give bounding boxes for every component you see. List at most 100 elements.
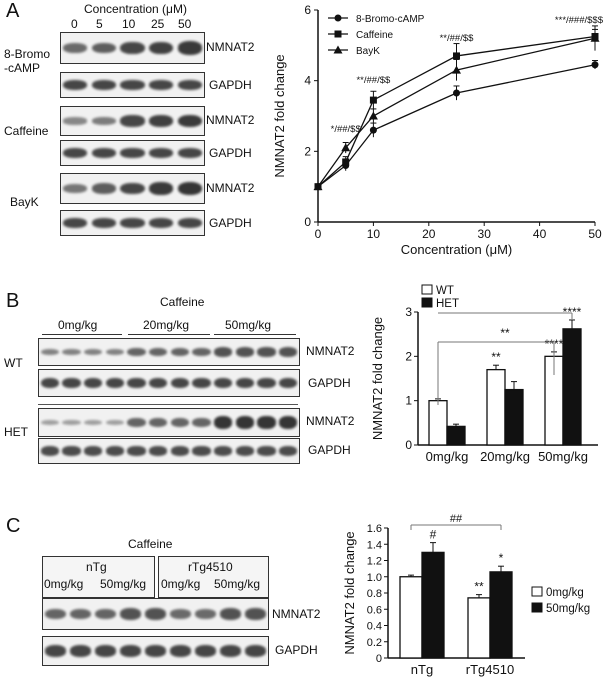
blot-c-dose-1: 0mg/kg <box>44 577 84 591</box>
blot-band <box>214 377 233 389</box>
blot-b-row-3 <box>38 408 300 437</box>
blot-band <box>84 377 103 389</box>
blot-band <box>120 645 141 657</box>
blot-band <box>84 348 103 356</box>
blot-band <box>120 41 145 55</box>
bar <box>486 368 506 446</box>
legend-marker <box>334 30 342 38</box>
blot-band <box>91 218 116 228</box>
blot-a-label-nmnat2-1: NMNAT2 <box>206 40 255 54</box>
y-tick-label: 0 <box>376 653 382 665</box>
y-tick-label: 1.4 <box>367 539 382 551</box>
blot-band <box>105 377 124 389</box>
blot-band <box>149 80 174 90</box>
blot-band <box>91 148 116 158</box>
y-axis-label: NMNAT2 fold change <box>272 54 287 177</box>
blot-band <box>257 347 276 357</box>
blot-a-row-3 <box>60 106 205 136</box>
blot-a-row-2 <box>60 72 205 98</box>
blot-b-dose-20: 20mg/kg <box>143 318 190 332</box>
legend-marker <box>334 14 342 22</box>
blot-band <box>62 446 81 456</box>
blot-band <box>214 347 233 357</box>
blot-c-genotype-box-rtg <box>158 556 269 598</box>
data-point <box>341 143 351 152</box>
data-point <box>453 52 460 60</box>
x-tick-label: 20 <box>422 227 436 241</box>
y-tick-label: 0 <box>304 215 311 229</box>
blot-b-label-gapdh-wt: GAPDH <box>308 376 351 390</box>
blot-a-label-gapdh-2: GAPDH <box>209 146 252 160</box>
blot-b-label-gapdh-het: GAPDH <box>308 443 351 457</box>
blot-b-row-4 <box>38 438 300 464</box>
blot-band <box>149 115 174 127</box>
blot-band <box>235 347 254 357</box>
blot-band <box>177 148 202 158</box>
data-point <box>368 111 378 120</box>
bar <box>467 597 491 659</box>
blot-band <box>192 347 211 357</box>
blot-band <box>45 608 66 620</box>
annotation: **/##/$$ <box>356 75 391 86</box>
data-point <box>590 33 600 42</box>
blot-band <box>149 41 174 55</box>
y-tick-label: 0.4 <box>367 621 382 633</box>
x-tick-label: 10 <box>367 227 381 241</box>
x-tick-label: rTg4510 <box>466 662 514 677</box>
legend-label: WT <box>436 285 454 297</box>
blot-b-title: Caffeine <box>160 295 205 309</box>
blot-band <box>279 446 298 456</box>
legend-label: Caffeine <box>356 30 394 41</box>
blot-c-genotype-rtg: rTg4510 <box>188 560 233 574</box>
blot-band <box>70 645 91 657</box>
blot-band <box>145 645 166 657</box>
blot-band <box>127 446 146 456</box>
y-tick-label: 3 <box>405 305 412 319</box>
blot-band <box>220 645 241 657</box>
chart-b: 0 1 2 3 NMNAT2 fold change 0mg/kg 20mg/kg ** 50m… <box>370 284 598 464</box>
blot-band <box>105 446 124 456</box>
blot-c-dose-3: 0mg/kg <box>161 577 201 591</box>
blot-band <box>170 446 189 456</box>
blot-c-dose-4: 50mg/kg <box>214 577 261 591</box>
chart-a: 0 10 20 30 40 50 0 2 4 6 Concentration (μM) NMNAT2 … <box>272 3 604 257</box>
blot-band <box>95 608 116 620</box>
blot-a-label-gapdh-1: GAPDH <box>209 78 252 92</box>
blot-band <box>62 348 81 356</box>
blot-band <box>91 117 116 125</box>
blot-band <box>40 377 59 389</box>
blot-band <box>235 377 254 389</box>
blot-band <box>95 645 116 657</box>
y-tick-label: 0.6 <box>367 604 382 616</box>
blot-band <box>63 148 88 158</box>
significance-label: * <box>499 551 504 565</box>
blot-band <box>91 42 116 54</box>
annotation: **/##/$$ <box>440 33 475 44</box>
blot-band <box>70 608 91 620</box>
legend-swatch-0mgkg <box>531 586 543 597</box>
blot-a-label-nmnat2-2: NMNAT2 <box>206 113 255 127</box>
y-tick-label: 1.0 <box>367 572 382 584</box>
blot-band <box>63 80 88 90</box>
legend-label: BayK <box>356 46 380 57</box>
legend-label: 0mg/kg <box>546 587 584 599</box>
significance-label: # <box>430 528 437 542</box>
blot-band <box>195 645 216 657</box>
legend-marker <box>333 45 343 54</box>
blot-band <box>245 608 266 620</box>
y-tick-label: 6 <box>304 3 311 17</box>
blot-band <box>105 348 124 356</box>
y-tick-label: 0.2 <box>367 637 382 649</box>
blot-band <box>120 148 145 158</box>
blot-a-concentration-title: Concentration (μM) <box>84 2 187 16</box>
blot-band <box>120 218 145 228</box>
y-axis-label: NMNAT2 fold change <box>370 317 385 440</box>
data-point <box>342 158 350 166</box>
panel-letter-a: A <box>6 0 20 22</box>
blot-band <box>45 645 66 657</box>
blot-b-dose-0: 0mg/kg <box>58 318 98 332</box>
blot-band <box>279 377 298 389</box>
annotation: ***/###/$$$ <box>555 15 604 26</box>
x-tick-label: 20mg/kg <box>480 449 530 464</box>
blot-band <box>63 43 88 53</box>
